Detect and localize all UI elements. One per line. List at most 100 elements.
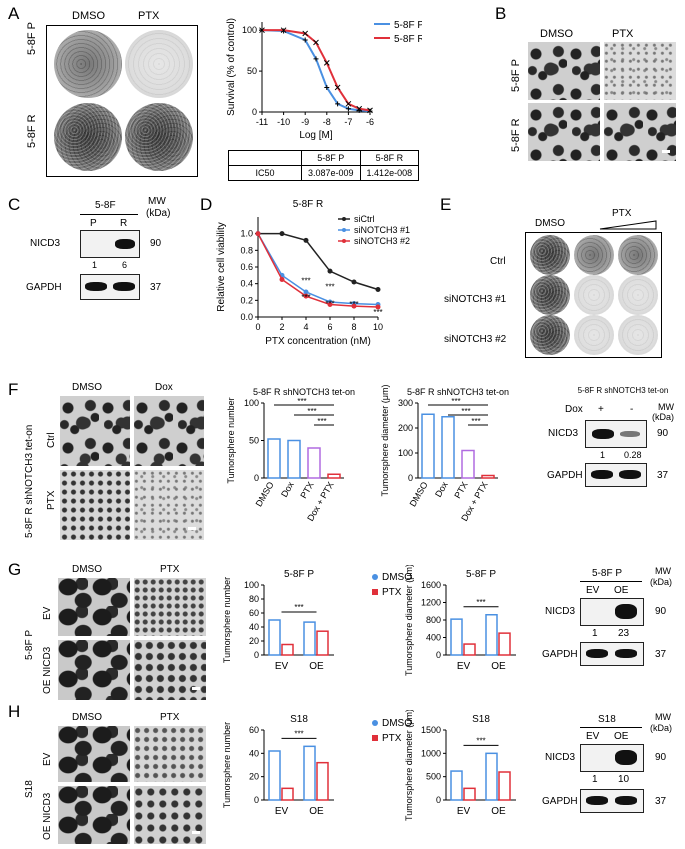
blot-g-mw-37: 37: [655, 649, 667, 660]
blot-h-protein-nicd3: NICD3: [545, 752, 576, 763]
blot-g-q1: 1: [592, 628, 598, 639]
bar: [316, 630, 329, 656]
significance-mark: ***: [476, 598, 485, 607]
legend-g: DMSO PTX: [372, 572, 412, 598]
blot-c-q2: 6: [122, 260, 128, 270]
significance-mark: ***: [349, 300, 358, 309]
data-point: [302, 37, 308, 43]
ptx-gradient-wedge: [599, 220, 657, 230]
blot-c-nicd3: [80, 230, 140, 258]
y-tick-label: 1.0: [240, 229, 253, 239]
image-f-ptx-dox: [134, 470, 204, 540]
significance-mark: ***: [451, 397, 460, 406]
dish-e: [574, 235, 614, 275]
row-label-f-ctrl: Ctrl: [46, 432, 57, 448]
y-tick-label: 0: [254, 795, 259, 805]
data-point: [303, 237, 309, 243]
band: [615, 649, 637, 658]
blot-c-protein-nicd3: NICD3: [30, 238, 61, 249]
row-label-g-oe: OE NICD3: [42, 646, 53, 694]
image-h-oe-dmso: [58, 786, 130, 844]
blot-g-mw-90: 90: [655, 606, 667, 617]
blot-f-mw-90: 90: [657, 428, 669, 439]
x-tick-label: Dox: [279, 480, 296, 499]
x-tick-label: OE: [309, 661, 324, 672]
x-tick-label: DMSO: [254, 480, 276, 508]
y-tick-label: 1600: [421, 580, 441, 590]
chart-g1-number: 5-8F P 0 20 40 60 80 100 Tumorsphere number EV OE…: [222, 569, 334, 672]
chart-f2-diameter: 5-8F R shNOTCH3 tet-on 0 100 200 300 Tumorsph…: [380, 385, 509, 523]
image-f-ptx-dmso: [60, 470, 130, 540]
panel-letter-b: B: [495, 4, 507, 23]
band: [615, 750, 637, 765]
col-label-g-dmso: DMSO: [72, 564, 102, 575]
y-tick-label: 0: [254, 473, 259, 483]
data-point: [279, 277, 285, 282]
y-tick-label: 0.8: [240, 245, 253, 255]
y-tick-label: 1500: [421, 725, 441, 735]
blot-h-title: S18: [598, 714, 616, 725]
image-f-ctrl-dmso: [60, 396, 130, 466]
colony-plate-grid-e: [525, 232, 662, 358]
blot-c-mw-37: 37: [150, 282, 162, 293]
legend-label-2: siNOTCH3 #1: [354, 225, 410, 235]
significance-mark: ***: [373, 308, 382, 317]
dish-e: [530, 235, 570, 275]
series-line-2: [257, 233, 379, 306]
x-tick-label: OE: [309, 806, 324, 817]
data-point: [279, 231, 285, 237]
panel-letter-g: G: [8, 560, 22, 579]
panel-letter-c: C: [8, 195, 21, 214]
x-tick-label: PTX: [298, 480, 315, 500]
bar: [268, 750, 281, 801]
col-label-e-dmso: DMSO: [535, 218, 565, 229]
bar: [450, 770, 463, 801]
bar: [463, 787, 476, 801]
blot-g-gapdh: [580, 642, 644, 666]
blot-g-protein-gapdh: GAPDH: [542, 649, 578, 660]
ic50-td-1: 3.087e-009: [301, 165, 361, 181]
blot-f-nicd3: [585, 420, 647, 448]
ic50-td-0: IC50: [228, 165, 302, 181]
legend-square: [372, 735, 378, 741]
significance-mark: ***: [317, 417, 326, 426]
data-point: [345, 100, 352, 107]
y-tick-label: 100: [244, 398, 259, 408]
ic50-th-2: 5-8F R: [359, 150, 420, 166]
y-tick-label: 20: [249, 636, 259, 646]
data-point: [375, 287, 381, 292]
col-label-dmso: DMSO: [72, 10, 105, 22]
image-g-ev-dmso: [58, 578, 130, 636]
series-line-3: [257, 233, 379, 308]
dish-e: [530, 275, 570, 315]
ic50-td-2: 1.412e-008: [359, 165, 420, 181]
blot-h-lane-oe: OE: [614, 731, 629, 742]
significance-mark: ***: [476, 736, 485, 745]
x-axis-title: PTX concentration (nM): [265, 336, 371, 347]
legend-item-dmso: DMSO: [372, 718, 412, 729]
x-tick-label: -7: [344, 117, 352, 127]
x-tick-label: 2: [279, 322, 284, 332]
dish-e: [574, 315, 614, 355]
y-tick-label: 400: [426, 633, 441, 643]
data-point: [324, 84, 330, 90]
blot-c-q1: 1: [92, 260, 98, 270]
data-point: [367, 107, 373, 114]
x-tick-label: 4: [303, 322, 308, 332]
y-tick-label: 0.4: [240, 279, 253, 289]
band: [591, 470, 613, 479]
blot-h-q2: 10: [618, 774, 630, 785]
data-point: [259, 27, 265, 34]
data-point: [303, 289, 309, 295]
chart-a-survival: 0 50 100 -11 -10 -9 -8 -7 -6 Log [M] Survival (% o…: [226, 18, 422, 141]
row-label-b-r: 5-8F R: [510, 118, 522, 152]
data-point: [334, 84, 341, 91]
col-label-f-dmso: DMSO: [72, 382, 102, 393]
blot-h-kda: (kDa): [650, 723, 672, 733]
x-tick-label: PTX: [452, 480, 469, 500]
x-tick-label: -6: [366, 117, 374, 127]
x-tick-label: 6: [327, 322, 332, 332]
bar: [303, 621, 316, 656]
blot-g-q2: 23: [618, 628, 630, 639]
legend-h: DMSO PTX: [372, 718, 412, 744]
